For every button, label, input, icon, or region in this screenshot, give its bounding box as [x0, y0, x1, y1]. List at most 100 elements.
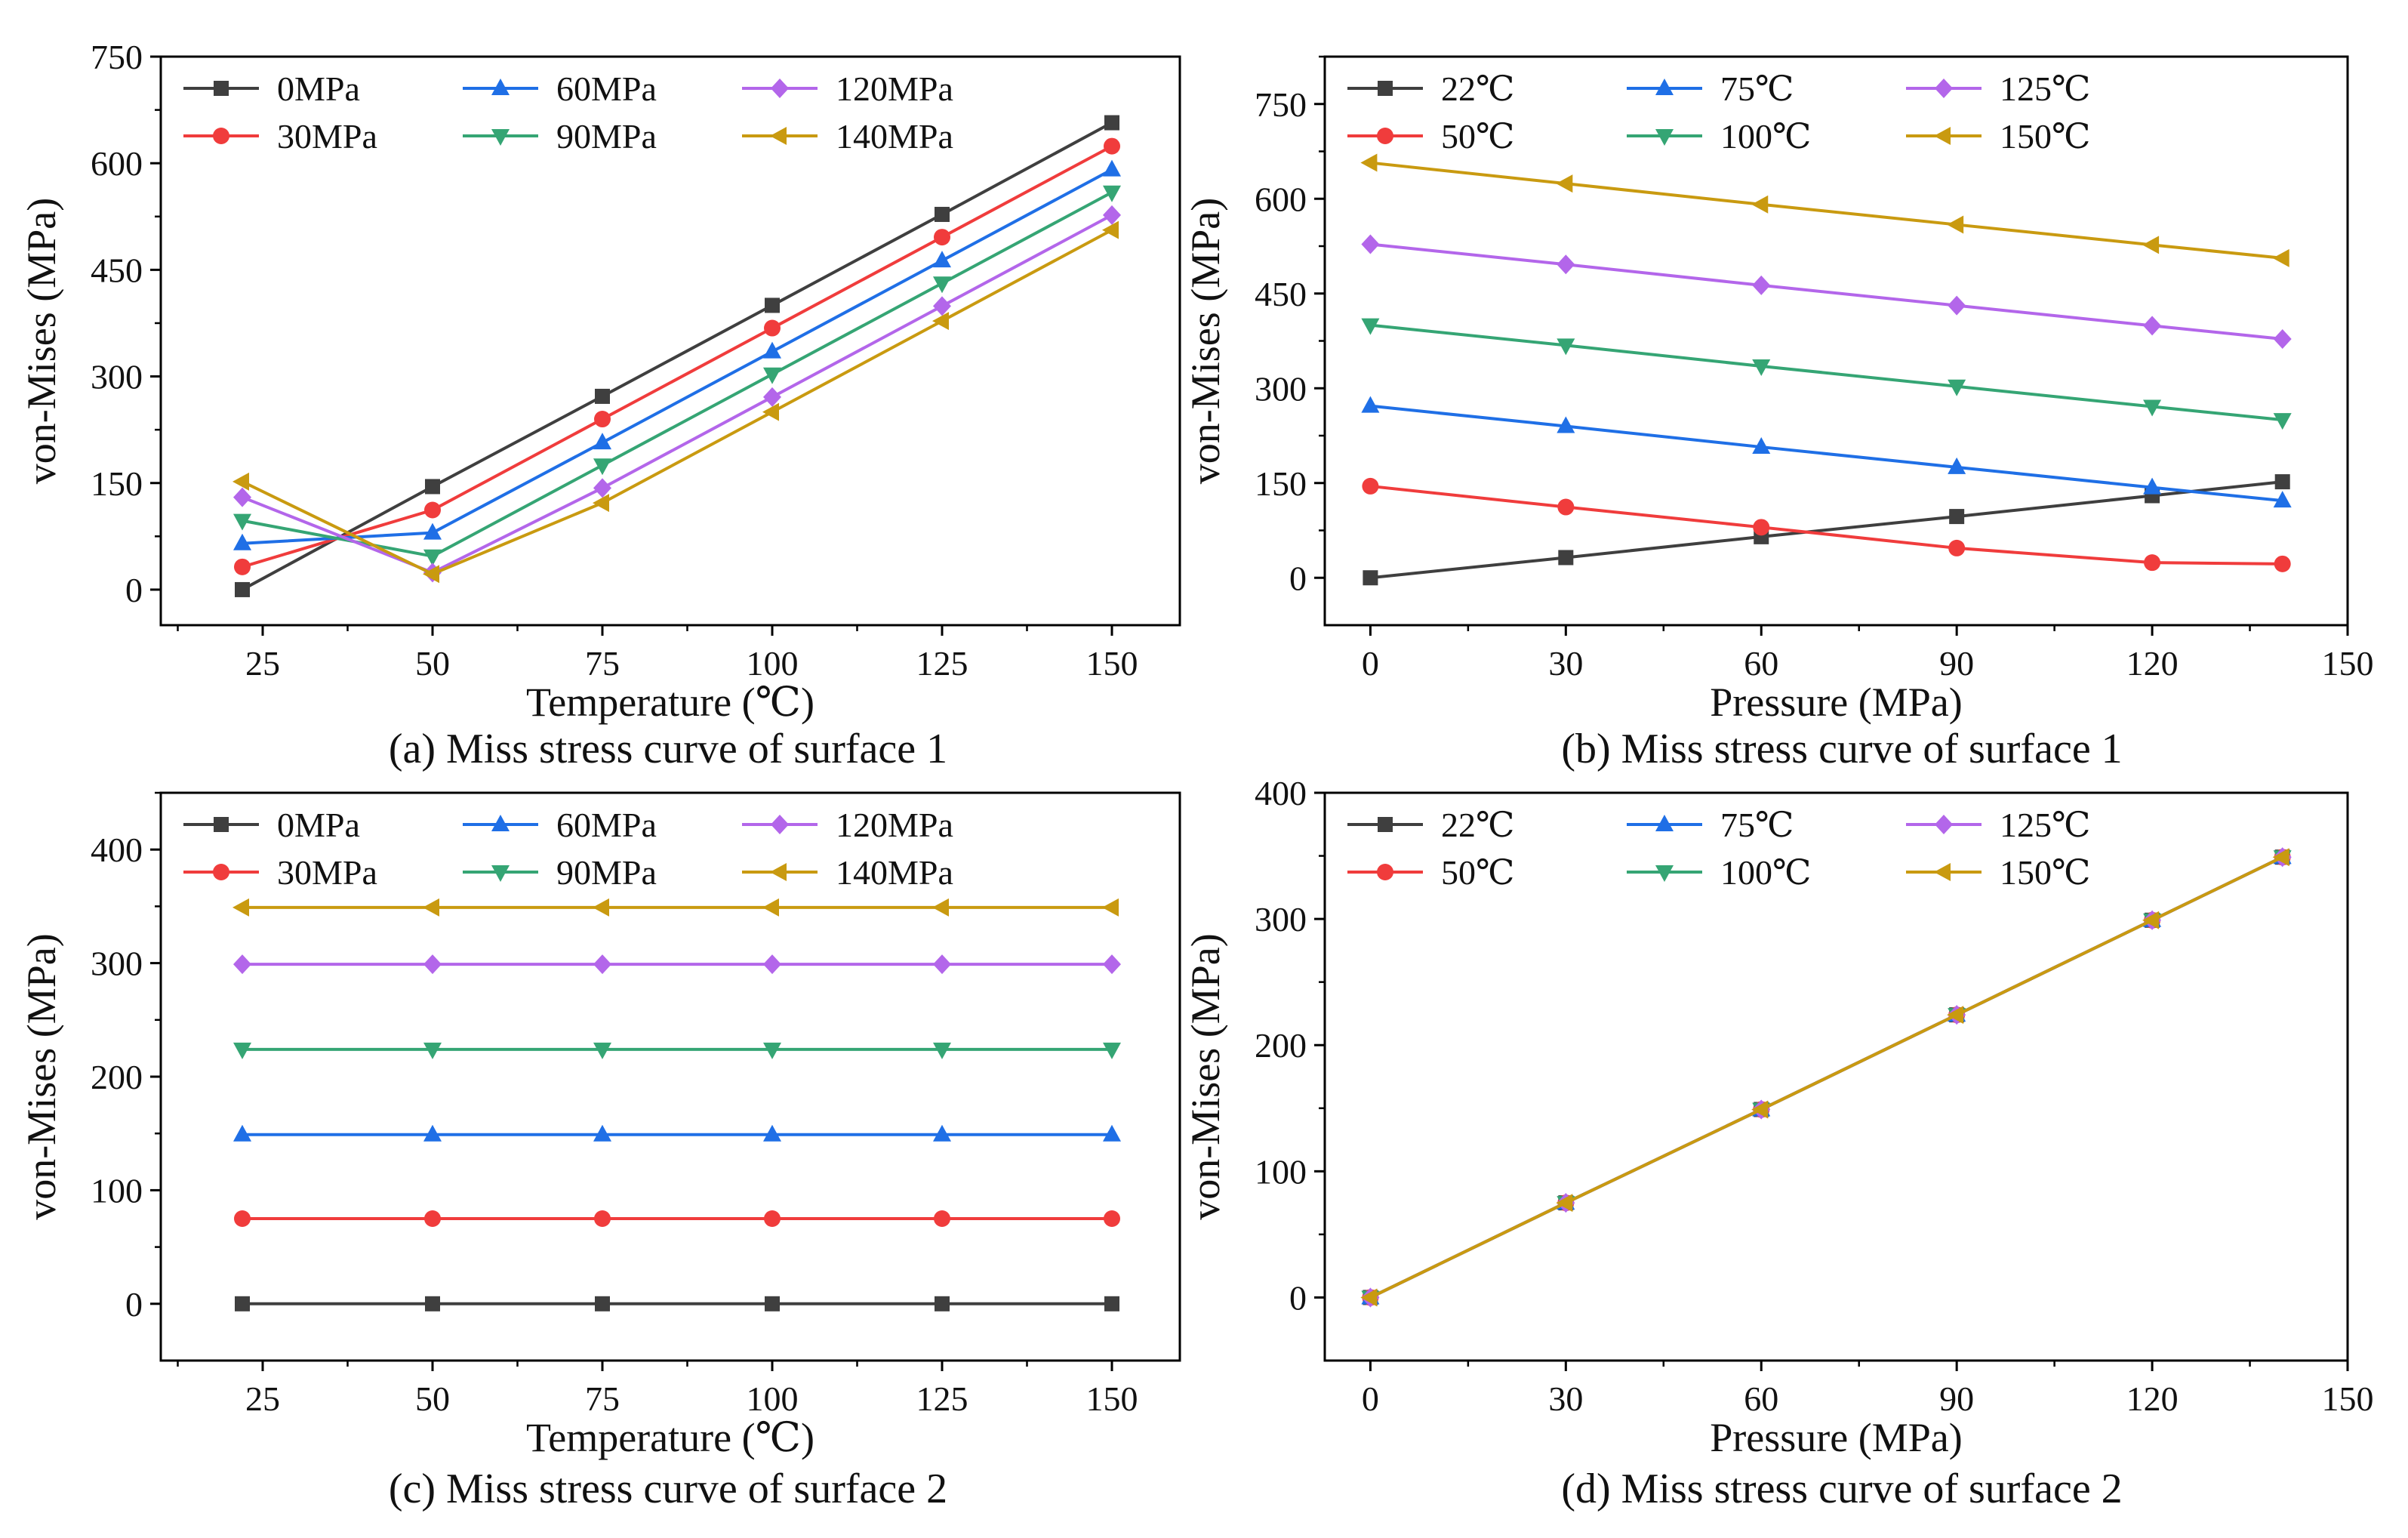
- panel-b-data-point: [1556, 174, 1573, 193]
- panel-c-legend-marker: [213, 864, 229, 880]
- panel-a-data-point: [423, 565, 439, 584]
- panel-c-data-point: [933, 1042, 951, 1059]
- panel-a-x-tick-label: 150: [1086, 644, 1138, 683]
- panel-a-data-point: [594, 411, 611, 428]
- panel-d-y-axis-label: von-Mises (MPa): [1183, 933, 1228, 1219]
- panel-d-frame: [1323, 791, 2349, 1362]
- panel-a-series-line: [242, 191, 1113, 558]
- panel-a-data-point: [763, 367, 781, 384]
- panel-c-data-point: [935, 1296, 950, 1311]
- panel-c-y-tick-label: 100: [91, 1171, 143, 1210]
- panel-b-data-point: [1558, 550, 1574, 566]
- panel-b-x-tick-label: 0: [1362, 644, 1379, 683]
- panel-d-y-tick-label: 200: [1255, 1026, 1307, 1065]
- panel-a-data-point: [424, 501, 441, 519]
- panel-d-legend-marker: [1655, 815, 1674, 831]
- panel-b-legend-label: 22℃: [1441, 69, 1514, 108]
- panel-b-data-point: [1361, 396, 1380, 413]
- panel-a-data-point: [1102, 220, 1119, 239]
- panel-b-legend-marker: [1655, 79, 1674, 95]
- panel-a-y-tick-label: 450: [91, 251, 143, 289]
- panel-c-legend-label: 90MPa: [556, 853, 657, 892]
- panel-a-legend-item: 90MPa: [463, 117, 657, 156]
- panel-b-y-tick-label: 0: [1289, 559, 1307, 597]
- panel-a-data-point: [1103, 205, 1121, 225]
- panel-c-legend-marker: [491, 815, 510, 831]
- panel-a-series-line: [242, 144, 1113, 569]
- panel-a-y-tick-label: 300: [91, 358, 143, 396]
- panel-a-data-point: [233, 513, 251, 531]
- panel-a-legend-label: 90MPa: [556, 117, 657, 156]
- panel-d-legend-item: 75℃: [1627, 806, 1794, 844]
- panel-a-y-tick-label: 150: [91, 464, 143, 503]
- panel-a-data-point: [593, 494, 609, 513]
- panel-c-data-point: [233, 954, 251, 975]
- panel-c-legend-marker: [491, 865, 510, 882]
- panel-d-x-axis-label: Pressure (MPa): [1710, 1415, 1962, 1460]
- panel-a-y-tick-label: 0: [125, 571, 143, 609]
- panel-b-series-line: [1370, 480, 2283, 580]
- panel-a-legend-label: 0MPa: [277, 69, 360, 108]
- panel-b-y-tick-label: 750: [1255, 85, 1307, 124]
- panel-b-data-point: [1948, 457, 1966, 474]
- panel-c-data-point: [1103, 954, 1121, 975]
- panel-d-data-point: [1556, 1194, 1573, 1213]
- panel-c-legend-label: 120MPa: [836, 806, 953, 844]
- panel-d-data-point: [1360, 1288, 1378, 1307]
- panel-b-series-line: [1370, 242, 2283, 341]
- panel-c-y-tick-label: 400: [91, 831, 143, 869]
- panel-a-series-2: [233, 159, 1121, 550]
- panel-b-caption: (b) Miss stress curve of surface 1: [1561, 726, 2122, 772]
- panel-a-data-point: [933, 251, 951, 268]
- panel-c-data-point: [763, 954, 781, 975]
- panel-c-data-point: [423, 954, 442, 975]
- panel-c-data-point: [1102, 898, 1119, 917]
- panel-d-legend-label: 22℃: [1441, 806, 1514, 844]
- panel-c-x-tick-label: 100: [747, 1379, 799, 1418]
- panel-a-series-line: [242, 168, 1113, 545]
- panel-b-data-point: [1361, 318, 1380, 335]
- panel-c-legend-label: 140MPa: [836, 853, 953, 892]
- panel-c-x-tick-label: 50: [415, 1379, 450, 1418]
- panel-c-data-point: [233, 1124, 251, 1142]
- panel-d-y-tick-label: 0: [1289, 1278, 1307, 1317]
- panel-b-data-point: [2274, 555, 2291, 572]
- panel-c-data-point: [762, 898, 779, 917]
- panel-a-data-point: [234, 558, 251, 575]
- panel-c-data-point: [593, 1124, 611, 1142]
- panel-a-series-1: [234, 137, 1120, 575]
- panel-a-data-point: [593, 458, 611, 476]
- panel-c-data-point: [1104, 1210, 1120, 1227]
- panel-d-y-tick-label: 300: [1255, 900, 1307, 939]
- panel-b-data-point: [1557, 498, 1575, 516]
- panel-a-data-point: [423, 522, 442, 540]
- panel-d-x-tick-label: 150: [2322, 1379, 2374, 1418]
- panel-a-x-tick-label: 100: [747, 644, 799, 683]
- panel-d-legend-marker: [1935, 815, 1953, 834]
- panel-a-y-tick-label: 600: [91, 144, 143, 183]
- panel-a-data-point: [233, 533, 251, 550]
- panel-b-legend-label: 150℃: [2000, 117, 2090, 156]
- panel-d-legend-label: 125℃: [2000, 806, 2090, 844]
- panel-c-data-point: [593, 1042, 611, 1059]
- panel-b-data-point: [1948, 295, 1966, 316]
- panel-b-data-point: [1949, 509, 1965, 525]
- panel-b-legend-item: 150℃: [1906, 117, 2090, 156]
- panel-d-y-tick-label: 100: [1255, 1152, 1307, 1191]
- panel-b-legend-item: 100℃: [1627, 117, 1811, 156]
- panel-a-data-point: [423, 549, 442, 566]
- panel-a-series-5: [232, 220, 1119, 584]
- panel-d-x-tick-label: 30: [1548, 1379, 1583, 1418]
- panel-b-y-axis-label: von-Mises (MPa): [1183, 198, 1228, 484]
- panel-d-legend-label: 150℃: [2000, 853, 2090, 892]
- panel-b-data-point: [2272, 248, 2289, 267]
- panel-a-data-point: [933, 296, 951, 316]
- panel-b-series-2: [1361, 396, 2292, 508]
- panel-b-x-axis-label: Pressure (MPa): [1710, 680, 1962, 725]
- panel-b-data-point: [1753, 519, 1770, 536]
- panel-a-legend-marker: [771, 79, 789, 98]
- panel-d-data-point: [2272, 848, 2289, 867]
- panel-c-data-point: [234, 1210, 251, 1227]
- panel-b-data-point: [2142, 236, 2160, 254]
